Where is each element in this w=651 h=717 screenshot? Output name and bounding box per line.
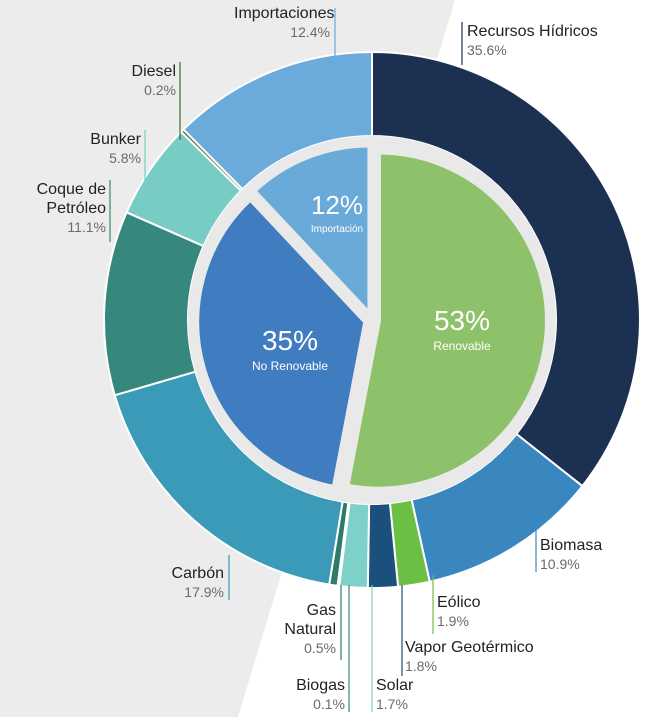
outer-label: Importaciones 12.4% xyxy=(234,4,335,42)
segment-value: 5.8% xyxy=(109,150,141,166)
inner-segment xyxy=(195,196,368,490)
segment-name: Diesel xyxy=(131,63,176,80)
inner-segment xyxy=(251,143,372,319)
inner-percent: 12% xyxy=(311,190,363,220)
segment-value: 1.7% xyxy=(376,696,408,712)
outer-label: Recursos Hídricos 35.6% xyxy=(467,22,598,60)
segment-name: Carbón xyxy=(171,565,224,582)
segment-name: Recursos Hídricos xyxy=(467,23,598,40)
segment-value: 1.9% xyxy=(437,613,469,629)
segment-value: 0.5% xyxy=(304,640,336,656)
outer-label: Coque de Petróleo 11.1% xyxy=(10,180,106,237)
segment-value: 0.2% xyxy=(144,82,176,98)
segment-name: Vapor Geotérmico xyxy=(405,639,534,656)
inner-percent: 53% xyxy=(434,305,490,336)
segment-value: 0.1% xyxy=(313,696,345,712)
inner-segment xyxy=(345,150,549,491)
outer-label: Carbón 17.9% xyxy=(172,564,224,602)
outer-label: Eólico 1.9% xyxy=(437,593,481,631)
segment-name: Bunker xyxy=(90,131,141,148)
segment-value: 10.9% xyxy=(540,556,580,572)
inner-name: No Renovable xyxy=(252,359,328,373)
inner-percent: 35% xyxy=(262,325,318,356)
outer-label: Bunker 5.8% xyxy=(90,130,141,168)
segment-value: 12.4% xyxy=(290,24,330,40)
segment-name: Biomasa xyxy=(540,537,603,554)
outer-label: Biogas 0.1% xyxy=(296,676,345,714)
segment-name: Eólico xyxy=(437,594,481,611)
segment-name: Gas Natural xyxy=(284,602,336,638)
segment-value: 1.8% xyxy=(405,658,437,674)
segment-name: Importaciones xyxy=(234,5,335,22)
segment-value: 11.1% xyxy=(67,219,106,235)
segment-name: Solar xyxy=(376,677,414,694)
segment-name: Biogas xyxy=(296,677,345,694)
outer-label: Vapor Geotérmico 1.8% xyxy=(405,638,534,676)
inner-name: Renovable xyxy=(433,339,491,353)
outer-label: Gas Natural 0.5% xyxy=(266,601,336,658)
outer-label: Solar 1.7% xyxy=(376,676,413,714)
outer-label: Diesel 0.2% xyxy=(132,62,176,100)
segment-value: 35.6% xyxy=(467,42,507,58)
inner-name: Importación xyxy=(311,224,363,235)
segment-name: Coque de Petróleo xyxy=(36,181,106,217)
segment-value: 17.9% xyxy=(184,584,224,600)
outer-label: Biomasa 10.9% xyxy=(540,536,602,574)
